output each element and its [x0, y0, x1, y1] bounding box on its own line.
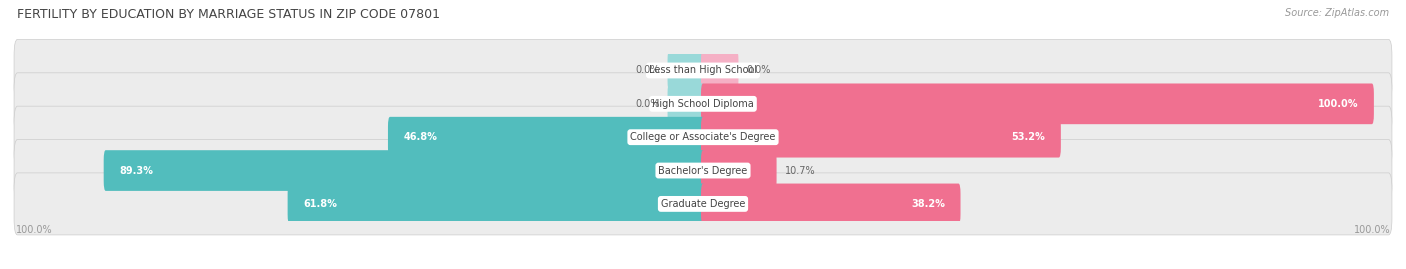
Text: 0.0%: 0.0%: [636, 99, 659, 109]
FancyBboxPatch shape: [14, 140, 1392, 201]
Text: Less than High School: Less than High School: [650, 65, 756, 76]
FancyBboxPatch shape: [14, 73, 1392, 135]
FancyBboxPatch shape: [14, 173, 1392, 235]
FancyBboxPatch shape: [104, 150, 704, 191]
Text: FERTILITY BY EDUCATION BY MARRIAGE STATUS IN ZIP CODE 07801: FERTILITY BY EDUCATION BY MARRIAGE STATU…: [17, 8, 440, 21]
Text: 0.0%: 0.0%: [636, 65, 659, 76]
FancyBboxPatch shape: [668, 50, 704, 91]
Text: 0.0%: 0.0%: [747, 65, 770, 76]
Text: 46.8%: 46.8%: [404, 132, 437, 142]
FancyBboxPatch shape: [388, 117, 704, 158]
Text: College or Associate's Degree: College or Associate's Degree: [630, 132, 776, 142]
FancyBboxPatch shape: [702, 183, 960, 224]
Text: Source: ZipAtlas.com: Source: ZipAtlas.com: [1285, 8, 1389, 18]
FancyBboxPatch shape: [668, 83, 704, 124]
FancyBboxPatch shape: [702, 83, 1374, 124]
FancyBboxPatch shape: [14, 40, 1392, 101]
Text: 53.2%: 53.2%: [1012, 132, 1046, 142]
FancyBboxPatch shape: [14, 106, 1392, 168]
FancyBboxPatch shape: [702, 117, 1062, 158]
Text: Graduate Degree: Graduate Degree: [661, 199, 745, 209]
FancyBboxPatch shape: [288, 183, 704, 224]
Text: 89.3%: 89.3%: [120, 165, 153, 176]
Text: Bachelor's Degree: Bachelor's Degree: [658, 165, 748, 176]
FancyBboxPatch shape: [702, 150, 776, 191]
FancyBboxPatch shape: [702, 50, 738, 91]
Text: 61.8%: 61.8%: [304, 199, 337, 209]
Text: 10.7%: 10.7%: [785, 165, 815, 176]
Text: 38.2%: 38.2%: [911, 199, 945, 209]
Text: High School Diploma: High School Diploma: [652, 99, 754, 109]
Text: 100.0%: 100.0%: [1317, 99, 1358, 109]
